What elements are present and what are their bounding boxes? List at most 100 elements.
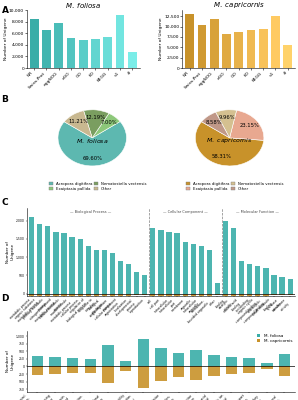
- Wedge shape: [195, 122, 264, 166]
- Bar: [116, 15, 124, 68]
- Bar: [37, 294, 42, 300]
- Text: D: D: [1, 294, 9, 303]
- Legend: M. foliosa, M. capricornis: M. foliosa, M. capricornis: [256, 333, 293, 344]
- Text: 7.00%: 7.00%: [100, 120, 117, 125]
- Bar: [134, 272, 139, 294]
- Bar: [255, 266, 260, 294]
- Bar: [183, 294, 188, 299]
- Bar: [226, 357, 237, 366]
- Bar: [53, 232, 58, 294]
- Bar: [102, 294, 107, 297]
- Bar: [45, 226, 50, 294]
- Bar: [191, 294, 196, 298]
- Bar: [158, 230, 164, 294]
- Text: 11.21%: 11.21%: [68, 119, 88, 124]
- Bar: [226, 366, 237, 374]
- Bar: [223, 294, 228, 301]
- Text: 23.15%: 23.15%: [240, 123, 259, 128]
- Text: 58.31%: 58.31%: [211, 154, 231, 159]
- Bar: [199, 246, 204, 294]
- Bar: [142, 275, 148, 294]
- Bar: [199, 294, 204, 298]
- Bar: [103, 37, 112, 68]
- Bar: [234, 32, 243, 68]
- Text: — Cellular Component —: — Cellular Component —: [163, 210, 207, 214]
- Bar: [174, 233, 180, 294]
- Bar: [239, 294, 244, 297]
- Bar: [67, 366, 78, 373]
- Bar: [207, 250, 212, 294]
- Text: A: A: [1, 6, 8, 15]
- Bar: [69, 294, 75, 298]
- Text: — Biological Process —: — Biological Process —: [70, 210, 111, 214]
- Bar: [150, 228, 156, 294]
- Text: B: B: [1, 95, 8, 104]
- Bar: [155, 366, 167, 381]
- Bar: [32, 356, 43, 366]
- Bar: [231, 294, 236, 300]
- Text: C: C: [1, 198, 8, 207]
- Bar: [126, 294, 131, 296]
- Bar: [86, 246, 91, 294]
- Bar: [174, 294, 180, 300]
- Bar: [85, 366, 96, 372]
- Text: $\it{M.\ capricornis}$: $\it{M.\ capricornis}$: [206, 136, 253, 145]
- Bar: [208, 355, 220, 366]
- Bar: [110, 254, 115, 294]
- Bar: [243, 366, 255, 374]
- Wedge shape: [92, 113, 120, 138]
- Wedge shape: [229, 110, 264, 140]
- Bar: [246, 30, 255, 68]
- Bar: [173, 353, 184, 366]
- Bar: [215, 294, 220, 295]
- Bar: [166, 294, 172, 300]
- Bar: [288, 294, 293, 295]
- Bar: [77, 294, 83, 298]
- Bar: [243, 358, 255, 366]
- Bar: [255, 294, 260, 296]
- Bar: [222, 34, 231, 68]
- Bar: [102, 250, 107, 294]
- Bar: [190, 366, 202, 380]
- Bar: [190, 350, 202, 366]
- Bar: [37, 224, 42, 294]
- Bar: [126, 264, 131, 294]
- Bar: [259, 29, 268, 68]
- Text: $\it{M.\ foliosa}$: $\it{M.\ foliosa}$: [76, 137, 108, 145]
- Bar: [158, 294, 164, 300]
- Bar: [263, 268, 268, 294]
- Bar: [42, 30, 51, 68]
- Bar: [66, 38, 75, 68]
- Bar: [239, 261, 244, 294]
- Text: 8.58%: 8.58%: [206, 120, 222, 125]
- Text: 12.19%: 12.19%: [85, 115, 105, 120]
- Bar: [210, 19, 219, 68]
- Bar: [155, 348, 167, 366]
- Y-axis label: Number of
Unigene: Number of Unigene: [6, 350, 15, 372]
- Bar: [271, 16, 280, 68]
- Bar: [77, 239, 83, 294]
- Bar: [271, 294, 277, 296]
- Bar: [53, 294, 58, 299]
- Bar: [110, 294, 115, 296]
- Bar: [280, 294, 285, 295]
- Y-axis label: Number of Unigene: Number of Unigene: [4, 18, 7, 60]
- Bar: [94, 250, 99, 294]
- Bar: [118, 294, 123, 296]
- Bar: [283, 45, 292, 68]
- Bar: [120, 366, 131, 371]
- Legend: Acropora digitifera, Exaiptasia pallida, Nematostella vectensis, Other: Acropora digitifera, Exaiptasia pallida,…: [184, 180, 285, 192]
- Bar: [198, 24, 206, 68]
- Bar: [150, 294, 156, 301]
- Text: — Molecular Function —: — Molecular Function —: [236, 210, 279, 214]
- Y-axis label: Number of
Unigene: Number of Unigene: [6, 241, 15, 263]
- Bar: [279, 366, 290, 376]
- Bar: [279, 354, 290, 366]
- Bar: [183, 242, 188, 294]
- Bar: [263, 294, 268, 296]
- Title: $\it{M.\ capricornis}$: $\it{M.\ capricornis}$: [212, 0, 265, 10]
- Bar: [61, 233, 67, 294]
- Bar: [185, 14, 194, 68]
- Bar: [120, 361, 131, 366]
- Bar: [69, 237, 75, 294]
